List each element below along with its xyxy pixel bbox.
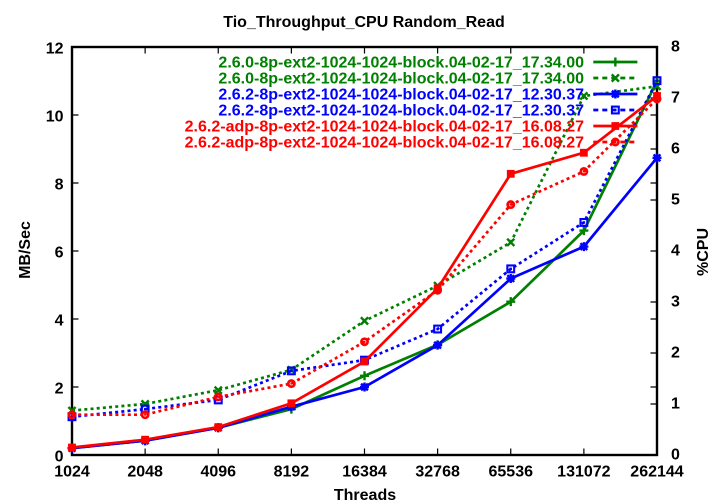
svg-text:2.6.2-adp-8p-ext2-1024-1024-bl: 2.6.2-adp-8p-ext2-1024-1024-block.04-02-… <box>185 119 584 136</box>
svg-text:8: 8 <box>671 39 680 56</box>
svg-text:1024: 1024 <box>54 464 90 481</box>
svg-text:10: 10 <box>46 109 64 126</box>
svg-text:6: 6 <box>671 141 680 158</box>
svg-text:1: 1 <box>671 396 680 413</box>
svg-text:4: 4 <box>55 313 64 330</box>
svg-text:2: 2 <box>55 381 64 398</box>
svg-text:2: 2 <box>671 345 680 362</box>
svg-text:3: 3 <box>671 294 680 311</box>
svg-text:4: 4 <box>671 243 680 260</box>
svg-text:8: 8 <box>55 177 64 194</box>
svg-text:2048: 2048 <box>127 464 163 481</box>
svg-text:%CPU: %CPU <box>695 228 712 276</box>
svg-text:0: 0 <box>55 449 64 466</box>
svg-text:6: 6 <box>55 245 64 262</box>
svg-text:2.6.0-8p-ext2-1024-1024-block.: 2.6.0-8p-ext2-1024-1024-block.04-02-17_1… <box>218 55 584 72</box>
svg-text:2.6.2-adp-8p-ext2-1024-1024-bl: 2.6.2-adp-8p-ext2-1024-1024-block.04-02-… <box>185 135 584 152</box>
svg-text:7: 7 <box>671 90 680 107</box>
svg-text:Threads: Threads <box>334 487 396 504</box>
svg-text:12: 12 <box>46 41 64 58</box>
svg-text:262144: 262144 <box>630 464 683 481</box>
svg-text:4096: 4096 <box>200 464 236 481</box>
svg-text:8192: 8192 <box>274 464 310 481</box>
svg-text:Tio_Throughput_CPU Random_Read: Tio_Throughput_CPU Random_Read <box>223 14 505 31</box>
svg-text:131072: 131072 <box>557 464 610 481</box>
svg-text:65536: 65536 <box>489 464 534 481</box>
svg-text:MB/Sec: MB/Sec <box>17 221 34 279</box>
svg-text:16384: 16384 <box>342 464 387 481</box>
svg-text:0: 0 <box>671 447 680 464</box>
svg-text:2.6.2-8p-ext2-1024-1024-block.: 2.6.2-8p-ext2-1024-1024-block.04-02-17_1… <box>218 87 584 104</box>
svg-text:32768: 32768 <box>415 464 460 481</box>
svg-text:2.6.2-8p-ext2-1024-1024-block.: 2.6.2-8p-ext2-1024-1024-block.04-02-17_1… <box>218 103 584 120</box>
svg-text:5: 5 <box>671 192 680 209</box>
svg-text:2.6.0-8p-ext2-1024-1024-block.: 2.6.0-8p-ext2-1024-1024-block.04-02-17_1… <box>218 71 584 88</box>
